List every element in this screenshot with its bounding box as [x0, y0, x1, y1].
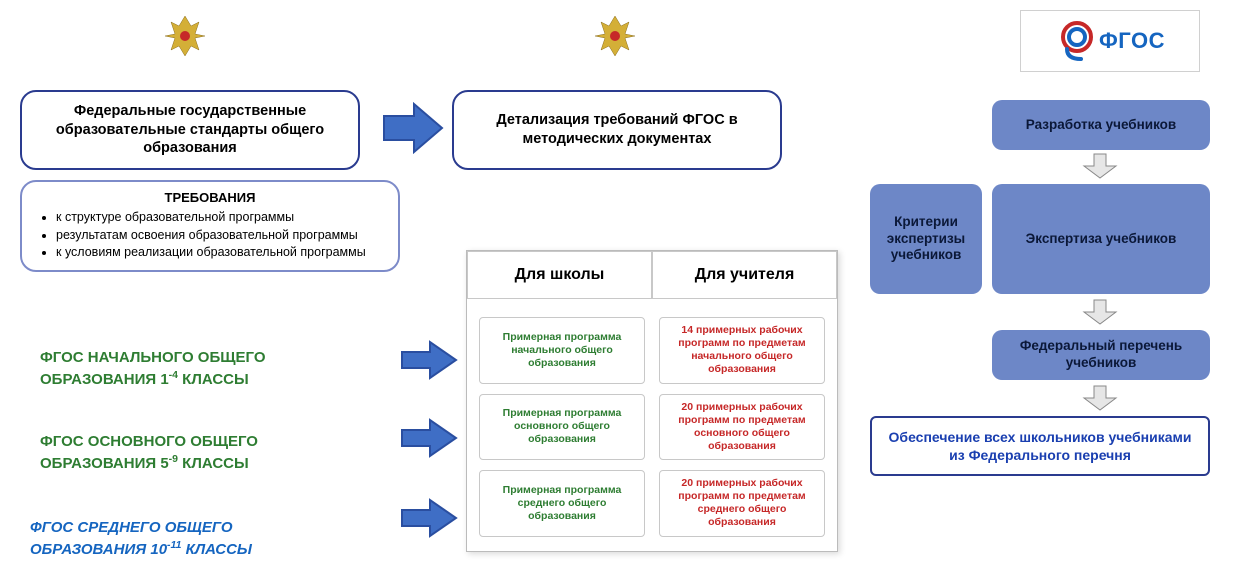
emblem-center-icon — [585, 8, 645, 63]
arrow-to-row-3-icon — [400, 498, 458, 538]
flow-expert: Экспертиза учебников — [992, 184, 1210, 294]
arrow-to-row-2-icon — [400, 418, 458, 458]
center-main-box: Детализация требований ФГОС в методическ… — [452, 90, 782, 170]
flow-develop: Разработка учебников — [992, 100, 1210, 150]
st-cell-school: Примерная программа среднего общего обра… — [479, 470, 645, 537]
st-row: Примерная программа основного общего обр… — [479, 394, 825, 461]
requirements-item: к структуре образовательной программы — [56, 209, 382, 227]
flow-list: Федеральный перечень учебников — [992, 330, 1210, 380]
st-cell-school: Примерная программа начального общего об… — [479, 317, 645, 384]
st-cell-teacher: 20 примерных рабочих программ по предмет… — [659, 470, 825, 537]
st-row: Примерная программа среднего общего обра… — [479, 470, 825, 537]
fgos-logo-icon — [1055, 19, 1099, 63]
center-main-box-text: Детализация требований ФГОС в методическ… — [466, 111, 768, 149]
requirements-list: к структуре образовательной программы ре… — [38, 209, 382, 262]
st-cell-teacher: 20 примерных рабочих программ по предмет… — [659, 394, 825, 461]
flow-arrow-2-icon — [1082, 298, 1118, 326]
st-cell-school: Примерная программа основного общего обр… — [479, 394, 645, 461]
flow-arrow-1-icon — [1082, 152, 1118, 180]
requirements-box: ТРЕБОВАНИЯ к структуре образовательной п… — [20, 180, 400, 272]
left-main-box-text: Федеральные государственные образователь… — [34, 102, 346, 159]
st-head-teacher: Для учителя — [652, 251, 837, 299]
left-main-box: Федеральные государственные образователь… — [20, 90, 360, 170]
school-teacher-panel: Для школы Для учителя Примерная программ… — [466, 250, 838, 552]
flow-criteria: Критерии экспертизы учебников — [870, 184, 982, 294]
fgos-level-1: ФГОС НАЧАЛЬНОГО ОБЩЕГО ОБРАЗОВАНИЯ 1-4 К… — [40, 348, 340, 391]
st-cell-teacher: 14 примерных рабочих программ по предмет… — [659, 317, 825, 384]
st-head: Для школы Для учителя — [467, 251, 837, 299]
st-head-school: Для школы — [467, 251, 652, 299]
requirements-item: результатам освоения образовательной про… — [56, 227, 382, 245]
fgos-level-2: ФГОС ОСНОВНОГО ОБЩЕГО ОБРАЗОВАНИЯ 5-9 КЛ… — [40, 432, 340, 475]
fgos-logo: ФГОС — [1020, 10, 1200, 72]
arrow-to-row-1-icon — [400, 340, 458, 380]
fgos-logo-text: ФГОС — [1099, 28, 1165, 54]
flow-arrow-3-icon — [1082, 384, 1118, 412]
emblem-left-icon — [155, 8, 215, 63]
requirements-item: к условиям реализации образовательной пр… — [56, 244, 382, 262]
fgos-level-3: ФГОС СРЕДНЕГО ОБЩЕГО ОБРАЗОВАНИЯ 10-11 К… — [30, 518, 350, 561]
arrow-left-to-center-icon — [382, 102, 444, 154]
flow-final: Обеспечение всех школьников учебниками и… — [870, 416, 1210, 476]
st-row: Примерная программа начального общего об… — [479, 317, 825, 384]
requirements-title: ТРЕБОВАНИЯ — [38, 190, 382, 205]
